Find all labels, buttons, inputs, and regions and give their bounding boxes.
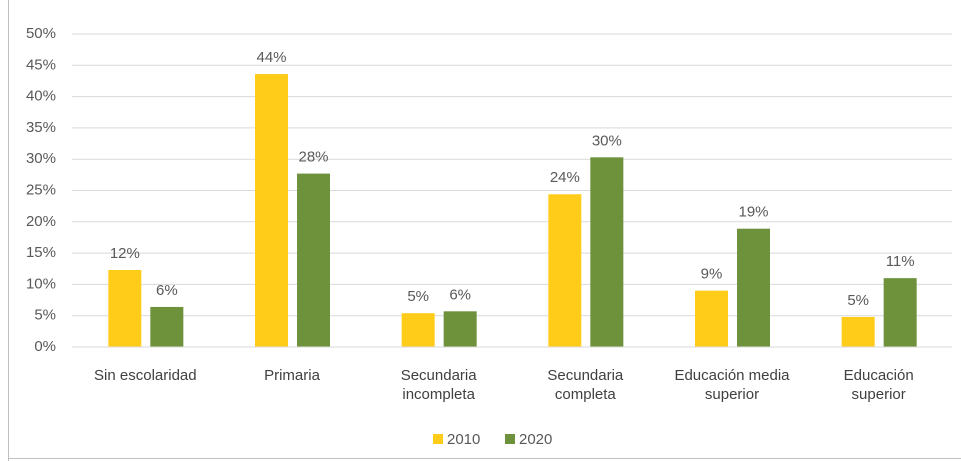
y-tick-label: 30% [26,150,56,167]
bar [150,306,184,347]
x-tick-label: Secundaria incompleta [400,367,477,403]
y-tick-label: 50% [26,25,56,42]
bar [108,270,142,347]
bar [737,228,770,347]
bar [841,316,875,347]
y-tick-label: 25% [26,181,56,198]
x-tick-label: Educación media superior [674,367,790,403]
y-tick-label: 10% [26,275,56,292]
data-label: 19% [738,204,768,221]
x-tick-label: Primaria [264,367,320,384]
legend-swatch [433,434,443,444]
legend-swatch [505,434,515,444]
x-tick-label: Educación superior [843,367,914,403]
bar [883,278,917,347]
data-label: 5% [847,292,869,309]
bar [590,157,624,347]
data-label: 28% [298,149,328,166]
data-label: 12% [110,245,140,262]
bar [255,74,288,348]
y-tick-label: 0% [34,338,56,355]
y-tick-label: 15% [26,244,56,261]
y-tick-label: 45% [26,56,56,73]
bar [297,173,330,347]
bar [695,290,728,347]
data-label: 44% [256,49,286,66]
bar [443,311,477,347]
data-label: 6% [156,282,178,299]
data-label: 11% [886,253,915,270]
x-tick-label: Sin escolaridad [94,367,197,384]
data-label: 30% [592,132,622,149]
y-tick-label: 5% [34,307,56,324]
bar [401,313,435,347]
data-label: 5% [407,288,429,305]
data-label: 24% [550,169,580,186]
x-tick-label: Secundaria completa [547,367,624,403]
y-tick-label: 40% [26,88,56,105]
bar [548,194,582,347]
legend-label: 2020 [519,431,552,448]
data-label: 9% [701,266,723,283]
y-tick-label: 20% [26,213,56,230]
legend-label: 2010 [447,431,480,448]
y-tick-label: 35% [26,119,56,136]
data-label: 6% [449,286,471,303]
